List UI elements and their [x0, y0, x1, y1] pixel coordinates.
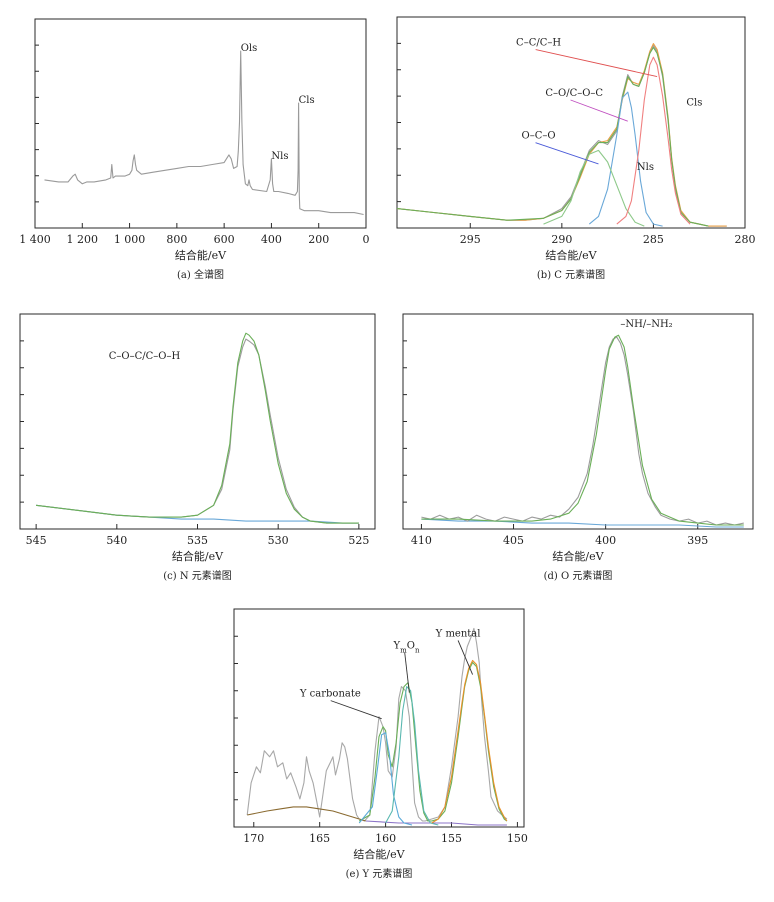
- x-tick-label: 535: [187, 534, 208, 547]
- x-tick-label: 150: [507, 832, 528, 845]
- x-tick-label: 405: [503, 534, 524, 547]
- x-axis-title: 结合能/eV: [353, 847, 405, 861]
- x-tick-label: 400: [261, 233, 282, 246]
- series-line-5: [358, 732, 413, 826]
- x-tick-label: 530: [268, 534, 289, 547]
- x-tick-label: 155: [441, 832, 462, 845]
- panel-d: 410 405 400 395 –NH/–NH₂ 结合能/eV (d) O 元素谱图: [402, 313, 754, 582]
- panel-caption: (e) Y 元素谱图: [346, 867, 413, 880]
- panel-a: 1 400 1 200 1 000 800 600 400 200 0 Ols Nls Cls 结合能…: [19, 18, 370, 281]
- panel-c: 545 540 535 530 525 C–O–C/C–O–H 结合能/eV (c) N 元素…: [19, 313, 376, 582]
- peak-label-cls: Cls: [299, 95, 315, 106]
- x-tick-label: 525: [348, 534, 369, 547]
- x-tick-label: 1 000: [114, 233, 146, 246]
- series-line-1: [36, 504, 359, 524]
- x-tick-label: 1 200: [67, 233, 99, 246]
- x-tick-label: 170: [243, 832, 264, 845]
- series-line-3: [421, 334, 744, 526]
- annotation-leader-y-mental: [457, 640, 474, 675]
- panel-e: 170 165 160 155 150 Y carbonate YmOn Y mental 结合…: [233, 608, 528, 880]
- series-line-3: [396, 46, 709, 227]
- x-tick-label: 395: [687, 534, 708, 547]
- series-line-7: [431, 659, 508, 824]
- annotation-leader-y-carbonate: [330, 700, 382, 720]
- annotation-leader-ymon: [404, 652, 410, 693]
- x-tick-label: 0: [363, 233, 370, 246]
- panel-caption: (c) N 元素谱图: [163, 569, 232, 582]
- peak-label-nls: Nls: [637, 162, 654, 173]
- annotation-leader-c-o-c-o-c: [570, 99, 628, 122]
- x-tick-label: 295: [460, 233, 481, 246]
- x-tick-label: 600: [214, 233, 235, 246]
- x-tick-label: 160: [375, 832, 396, 845]
- peak-label-cls: Cls: [686, 98, 702, 109]
- plot-frame: [34, 18, 367, 229]
- x-tick-label: 290: [551, 233, 572, 246]
- series-line-3: [36, 332, 359, 524]
- panel-caption: (a) 全谱图: [177, 268, 224, 281]
- peak-label-c-o-c-c-o-h: C–O–C/C–O–H: [109, 351, 181, 362]
- peak-label-o-c-o: O–C–O: [522, 131, 556, 142]
- annotation-leader-c-c-c-h: [535, 49, 658, 78]
- x-tick-label: 285: [643, 233, 664, 246]
- peak-label-c-o-c-o-c: C–O/C–O–C: [545, 88, 603, 99]
- series-line-4: [588, 91, 663, 227]
- plot-frame: [19, 313, 376, 530]
- peak-label-nh-nh: –NH/–NH₂: [620, 319, 672, 330]
- peak-label-c-c-c-h: C–C/C–H: [516, 38, 561, 49]
- series-line-6: [616, 56, 691, 225]
- annotation-leader-o-c-o: [535, 142, 599, 165]
- x-tick-label: 800: [166, 233, 187, 246]
- peak-label-ymon: YmOn: [393, 641, 420, 655]
- x-axis-title: 结合能/eV: [172, 549, 224, 563]
- x-tick-label: 280: [735, 233, 756, 246]
- panel-caption: (d) O 元素谱图: [544, 569, 613, 582]
- series-line-2: [421, 336, 744, 526]
- series-line-1: [421, 518, 744, 528]
- x-tick-label: 540: [106, 534, 127, 547]
- x-axis-title: 结合能/eV: [175, 248, 227, 262]
- x-axis-title: 结合能/eV: [545, 248, 597, 262]
- x-tick-label: 1 400: [19, 233, 51, 246]
- peak-label-y-carbonate: Y carbonate: [299, 689, 361, 700]
- peak-label-ols: Ols: [241, 43, 258, 54]
- series-line-2: [36, 338, 359, 524]
- series-line-5: [543, 149, 645, 227]
- series-line-6: [385, 686, 439, 826]
- panel-caption: (b) C 元素谱图: [537, 268, 605, 281]
- x-tick-label: 200: [308, 233, 329, 246]
- x-tick-label: 410: [411, 534, 432, 547]
- peak-label-y-mental: Y mental: [435, 628, 481, 639]
- x-axis-title: 结合能/eV: [552, 549, 604, 563]
- x-tick-label: 165: [309, 832, 330, 845]
- panel-b: 295 290 285 280 C–C/C–H C–O/C–O–C O–C–O Nls Cls 结…: [396, 16, 756, 281]
- x-tick-label: 400: [595, 534, 616, 547]
- series-line-2: [247, 806, 366, 822]
- series-line-1: [246, 627, 508, 822]
- peak-label-nls: Nls: [271, 151, 288, 162]
- series-line-3: [365, 820, 507, 826]
- x-tick-label: 545: [26, 534, 47, 547]
- series-line-1: [44, 50, 364, 216]
